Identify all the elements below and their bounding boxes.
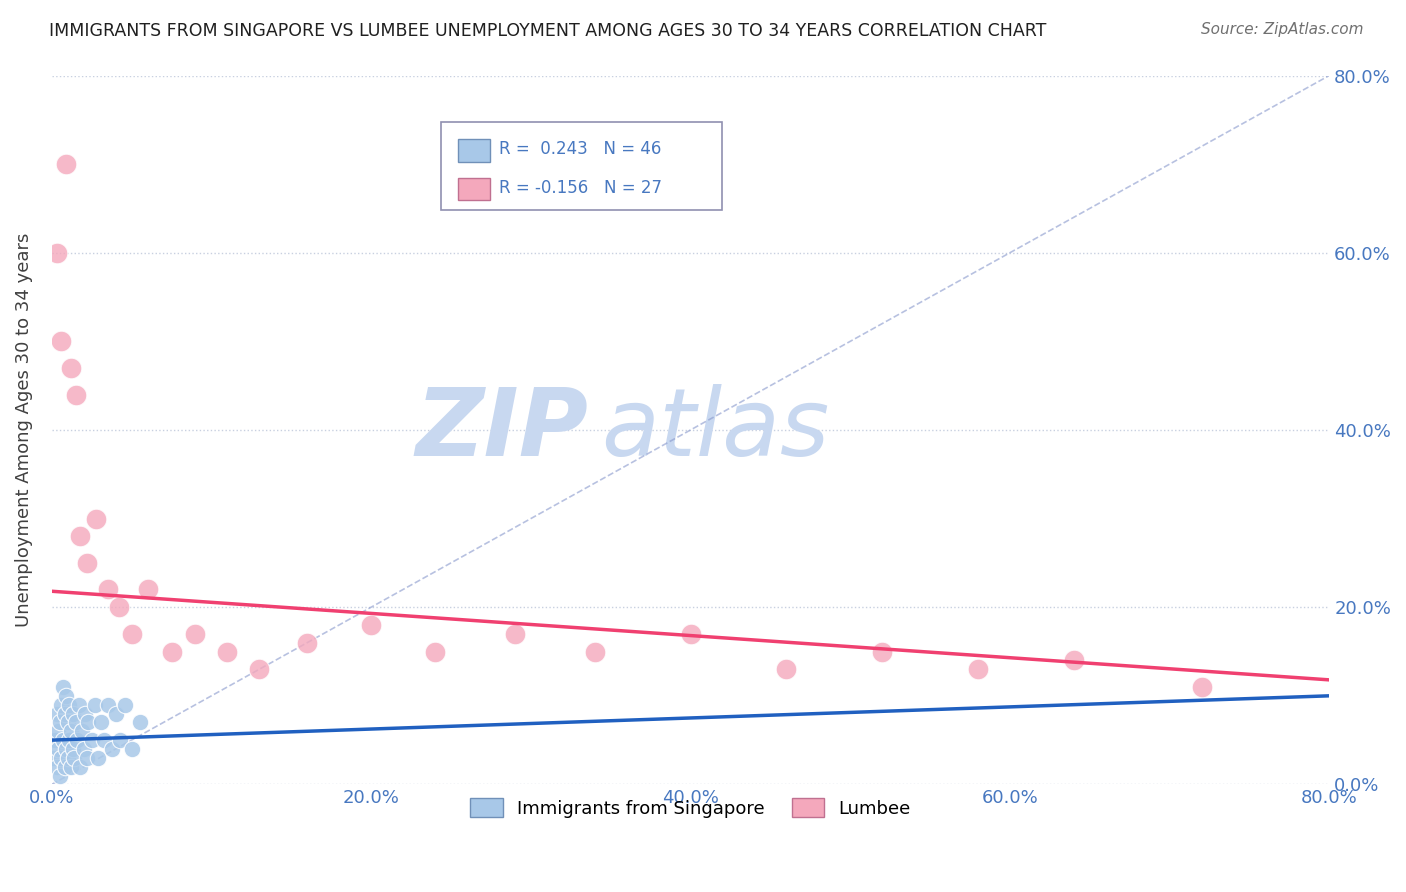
Point [77,715,100,730]
Point [56,715,79,730]
Text: R =  0.243   N = 46: R = 0.243 N = 46 [499,140,661,158]
Y-axis label: Unemployment Among Ages 30 to 34 years: Unemployment Among Ages 30 to 34 years [15,233,32,627]
Point [775,662,797,676]
Point [48,715,70,730]
Point [101,742,124,756]
Point [679,627,702,641]
Point [46,742,69,756]
Point [247,662,270,676]
Text: ZIP: ZIP [415,384,588,476]
Point [69,529,91,543]
Point [967,662,990,676]
Point [59,360,82,375]
Point [114,698,136,712]
Point [76,556,98,570]
Point [108,600,131,615]
Point [97,698,120,712]
Point [104,706,127,721]
Point [90,715,112,730]
Point [65,387,87,401]
Point [52,680,75,694]
Point [70,724,93,739]
Point [45,760,67,774]
Point [51,698,73,712]
Point [75,706,97,721]
Point [67,698,90,712]
Point [53,706,76,721]
Text: R = -0.156   N = 27: R = -0.156 N = 27 [499,178,662,196]
Point [217,644,239,658]
Point [51,334,73,349]
Point [59,724,82,739]
Point [121,742,143,756]
Point [56,751,79,765]
Point [583,644,606,658]
Point [63,751,86,765]
Point [55,157,77,171]
Point [45,706,67,721]
Text: atlas: atlas [602,384,830,475]
Point [110,733,132,747]
Point [184,627,207,641]
Point [58,698,80,712]
Point [53,760,76,774]
Bar [458,139,489,162]
Legend: Immigrants from Singapore, Lumbee: Immigrants from Singapore, Lumbee [463,791,918,825]
Point [52,733,75,747]
Point [58,733,80,747]
Text: Source: ZipAtlas.com: Source: ZipAtlas.com [1201,22,1364,37]
Point [55,742,77,756]
Point [870,644,893,658]
Point [69,760,91,774]
Text: IMMIGRANTS FROM SINGAPORE VS LUMBEE UNEMPLOYMENT AMONG AGES 30 TO 34 YEARS CORRE: IMMIGRANTS FROM SINGAPORE VS LUMBEE UNEM… [49,22,1046,40]
Point [65,715,87,730]
FancyBboxPatch shape [441,121,723,211]
Point [44,733,66,747]
Point [97,582,120,597]
Point [128,715,150,730]
Point [297,635,319,649]
Point [1191,680,1213,694]
Point [93,733,115,747]
Point [45,245,67,260]
Point [42,751,65,765]
Point [87,751,110,765]
Point [423,644,446,658]
Point [360,618,382,632]
Point [1063,653,1085,667]
Point [46,724,69,739]
Point [51,751,73,765]
Point [160,644,183,658]
Point [80,733,103,747]
Point [73,742,96,756]
Point [83,698,105,712]
Point [121,627,143,641]
Point [59,760,82,774]
Point [86,511,108,525]
Point [48,768,70,782]
Point [76,751,98,765]
Point [503,627,526,641]
Point [62,706,84,721]
Point [62,742,84,756]
Bar [458,178,489,201]
Point [55,689,77,703]
Point [136,582,159,597]
Point [66,733,89,747]
